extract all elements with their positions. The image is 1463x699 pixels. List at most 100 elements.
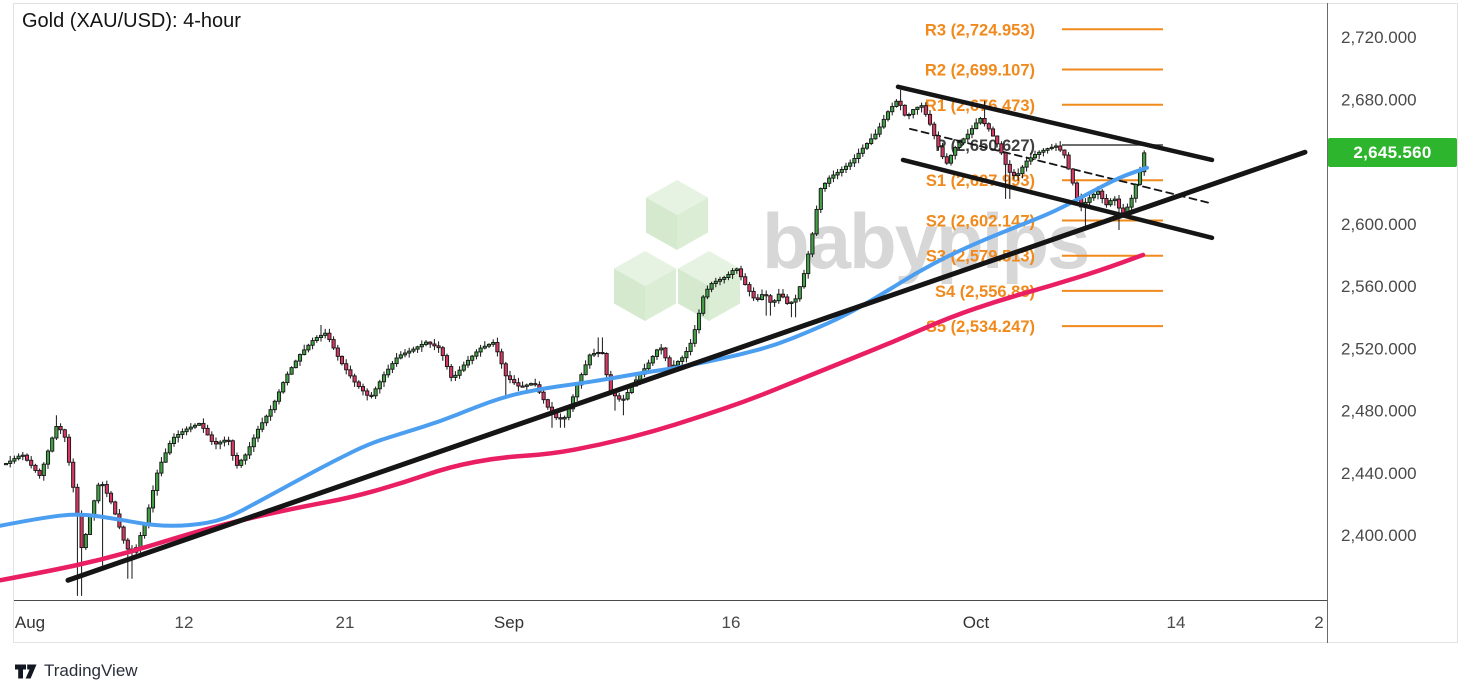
tradingview-attribution[interactable]: TradingView [15, 661, 138, 681]
candle-body [352, 375, 357, 383]
candle-body [772, 300, 777, 303]
candle-body [675, 361, 681, 366]
candle-body [843, 165, 849, 170]
candle-body [575, 384, 580, 398]
candle-body [402, 352, 408, 356]
channel-mid-dashed-line[interactable] [909, 127, 1213, 205]
candle-body [180, 431, 185, 435]
candle-body [663, 347, 668, 359]
candle-body [978, 117, 983, 124]
candle-body [503, 363, 508, 377]
candle-body [974, 122, 979, 130]
candle-body [71, 461, 76, 488]
candle-body [457, 369, 462, 376]
candle-body [1007, 163, 1012, 173]
candle-body [474, 351, 479, 357]
candle-body [806, 253, 811, 275]
candle-body [192, 424, 198, 428]
candle-body [659, 347, 664, 351]
candle-body [247, 446, 252, 456]
candle-body [1142, 152, 1147, 173]
candle-body [1041, 149, 1046, 153]
channel-top-line[interactable] [895, 84, 1215, 163]
candle-body [331, 339, 336, 349]
price-axis-label: 2,480.000 [1341, 402, 1417, 421]
candle-body [747, 284, 752, 292]
candle-body [163, 452, 168, 463]
rising-support-trendline[interactable] [65, 149, 1308, 583]
candle-body [990, 128, 996, 137]
candle-body [297, 354, 303, 362]
candle-body [1095, 190, 1101, 195]
candle-body [533, 383, 538, 386]
candle-body [1070, 168, 1075, 184]
candle-body [491, 342, 496, 345]
candle-body [520, 385, 525, 388]
candle-body [440, 347, 445, 357]
candle-body [8, 460, 13, 464]
candle-body [281, 382, 286, 393]
candle-body [936, 135, 941, 148]
candle-body [1003, 152, 1008, 165]
ma-fast-line[interactable] [0, 165, 1149, 528]
time-axis-label-oct: Oct [963, 613, 990, 632]
candle-body [188, 426, 193, 430]
candle-body [415, 346, 420, 350]
candle-body [839, 169, 844, 173]
candle-body [927, 113, 933, 125]
candle-body [1104, 198, 1109, 206]
candle-body [24, 454, 30, 461]
candle-body [113, 501, 118, 515]
candle-body [251, 437, 256, 448]
candle-body [234, 454, 240, 466]
candle-body [255, 428, 261, 439]
candle-body [155, 472, 160, 491]
candle-body [898, 100, 903, 106]
candlestick-series [3, 89, 1147, 596]
candle-body [478, 347, 483, 353]
candle-body [1100, 190, 1105, 199]
candle-body [848, 162, 853, 167]
candle-body [1016, 173, 1021, 176]
price-axis-label: 2,720.000 [1341, 28, 1417, 47]
candle-body [810, 233, 815, 255]
candle-body [801, 273, 807, 288]
channel-bottom-line[interactable] [900, 157, 1215, 241]
candle-body [146, 507, 151, 525]
candle-body [562, 416, 567, 420]
candle-body [524, 384, 529, 387]
candle-body [1129, 197, 1134, 208]
candle-body [789, 301, 794, 304]
candle-body [780, 293, 786, 298]
price-axis-label: 2,600.000 [1341, 215, 1417, 234]
time-axis-label-16: 16 [722, 613, 741, 632]
chart-frame [13, 3, 1458, 643]
candle-body [356, 381, 361, 387]
candle-body [45, 450, 51, 465]
candle-body [167, 443, 172, 454]
pivot-label-r2: R2 (2,699.107) [925, 62, 1035, 80]
candle-body [566, 408, 571, 418]
candle-body [507, 375, 513, 380]
candle-body [911, 109, 916, 115]
candle-body [827, 177, 832, 184]
candle-body [428, 341, 433, 345]
candle-body [344, 363, 349, 371]
ma-slow-line[interactable] [0, 252, 1146, 583]
candle-body [1066, 154, 1071, 170]
candle-body [1058, 145, 1063, 151]
candle-body [104, 484, 109, 494]
candle-body [1133, 183, 1138, 199]
candle-body [33, 464, 38, 471]
candle-body [852, 158, 857, 164]
price-axis-label: 2,520.000 [1341, 339, 1417, 358]
candle-body [12, 458, 17, 462]
candle-body [797, 286, 802, 300]
candle-body [318, 334, 324, 338]
candle-body [692, 329, 697, 344]
candle-body [722, 277, 727, 280]
candle-body [961, 138, 966, 144]
candle-body [213, 440, 219, 445]
candle-body [499, 351, 504, 365]
